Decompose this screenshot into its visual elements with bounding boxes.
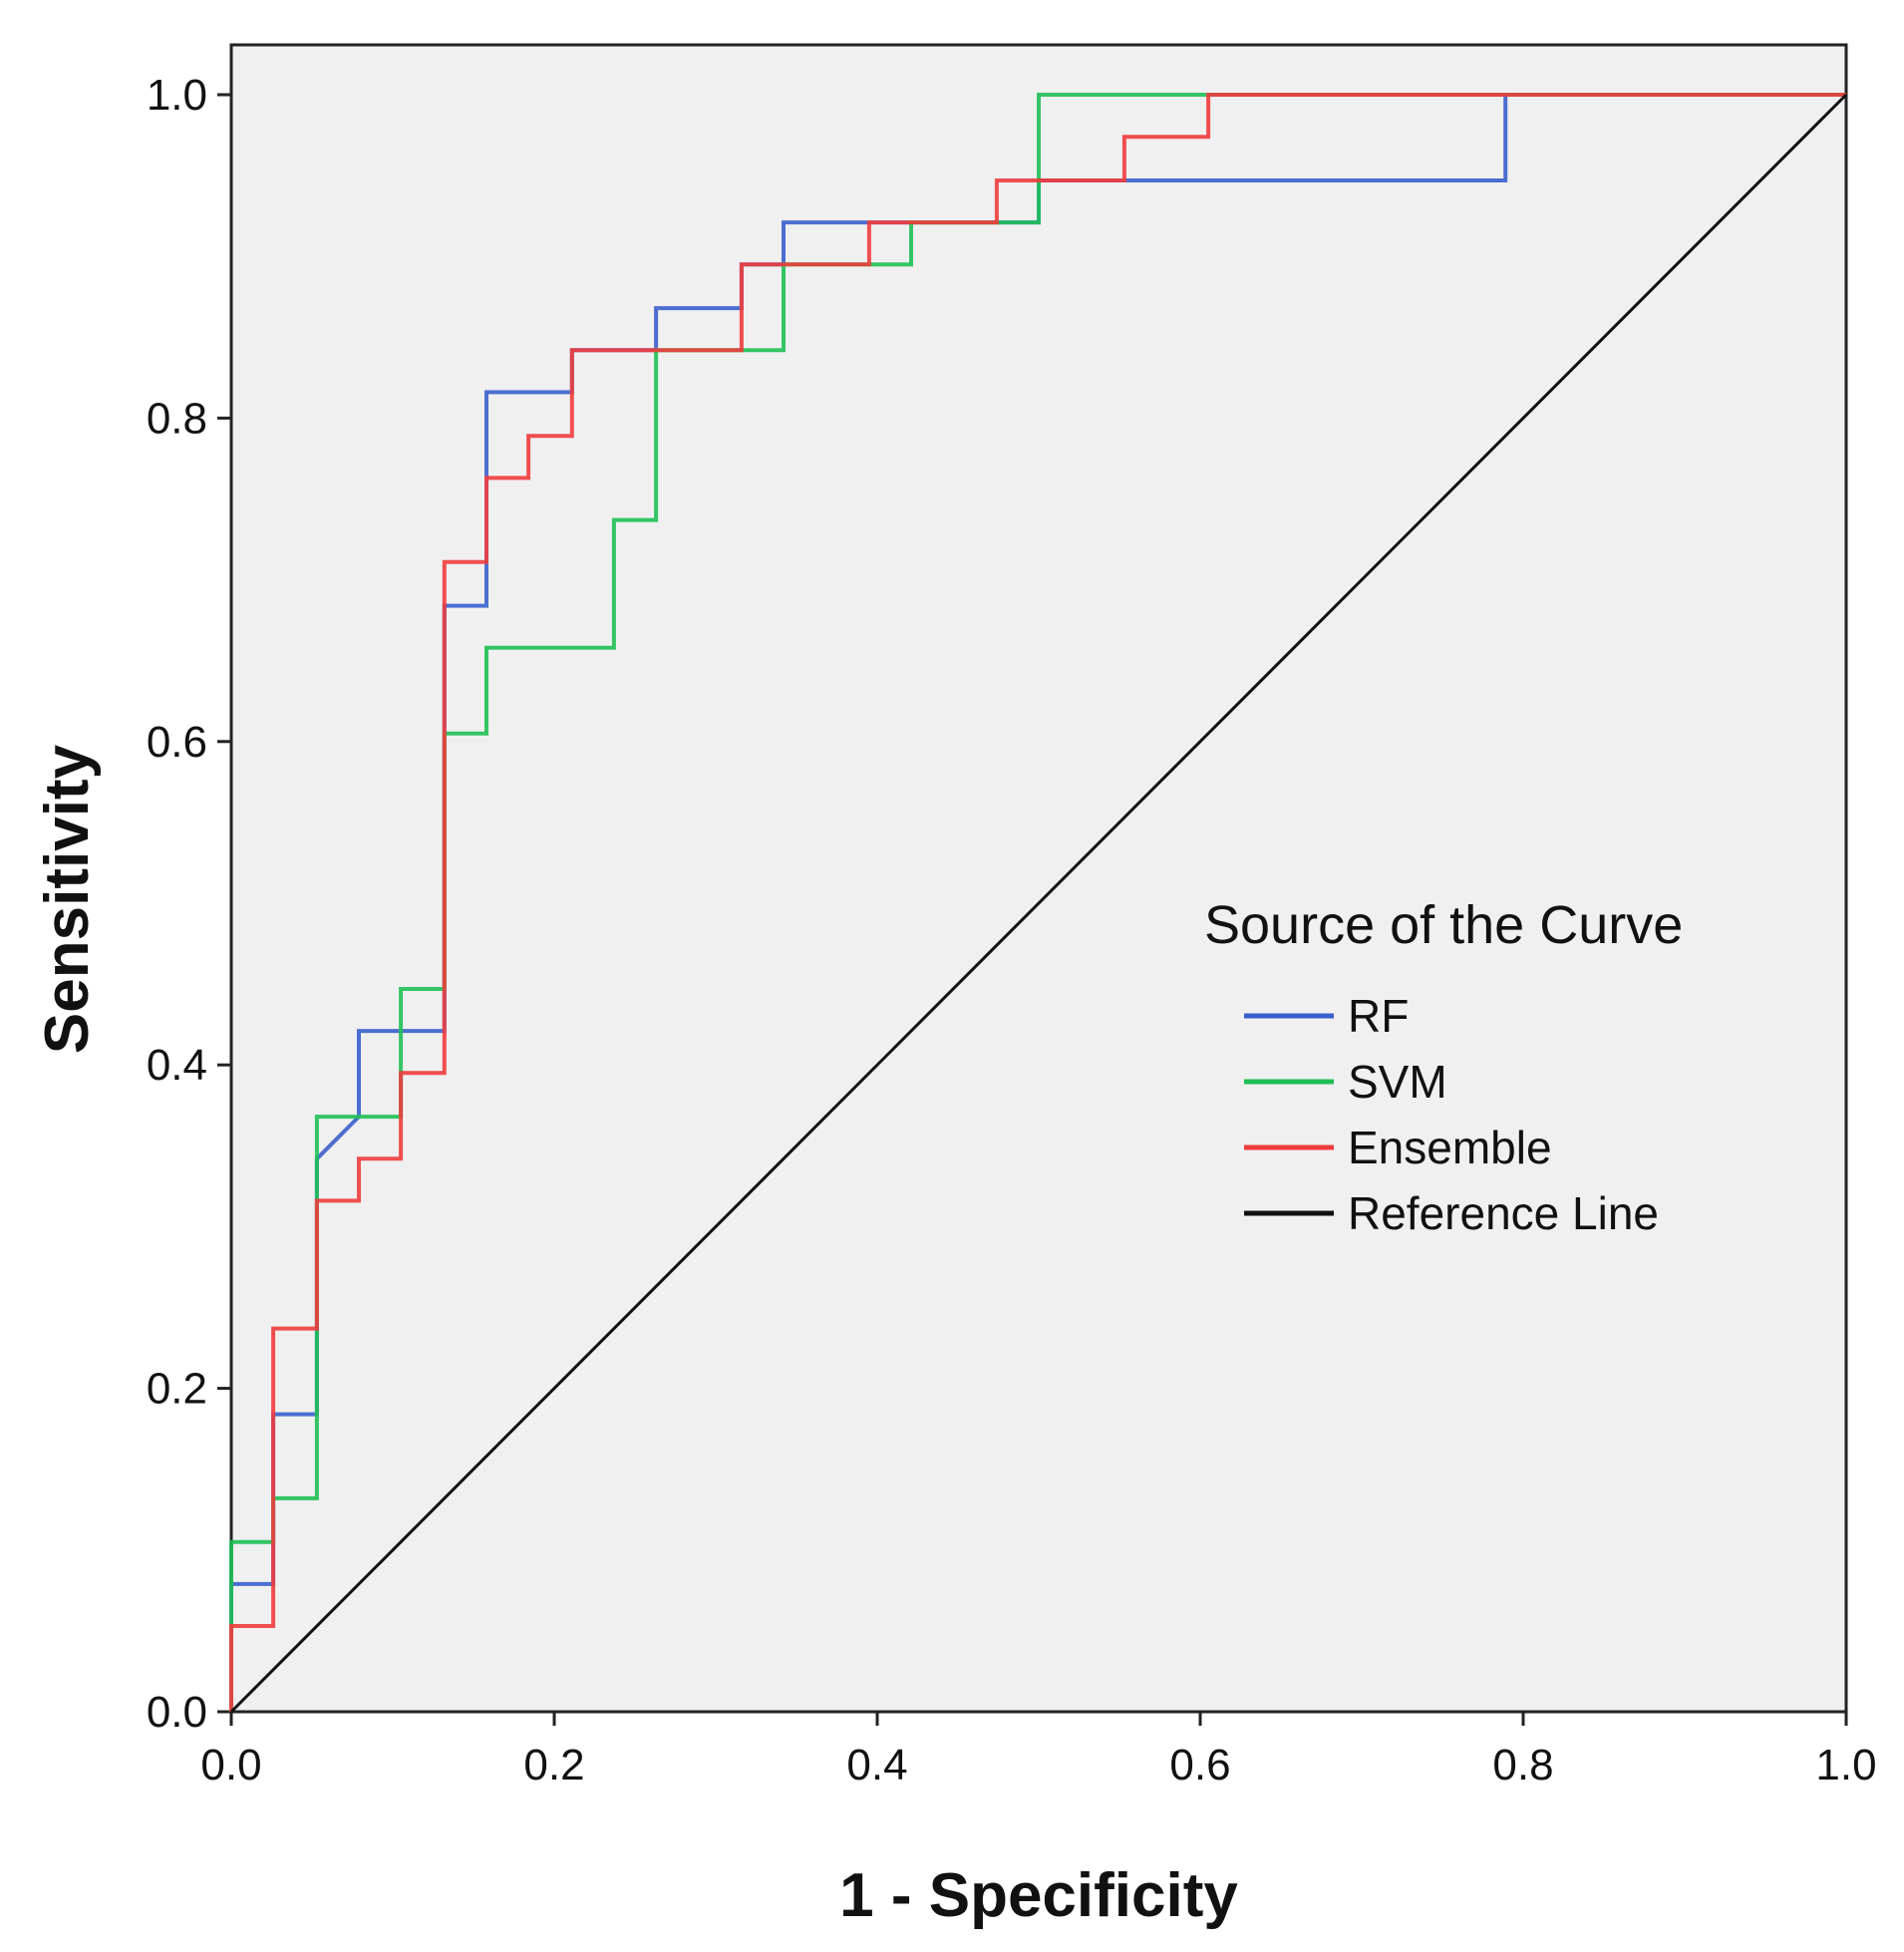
series-line-reference-line xyxy=(229,93,1848,1714)
series-layer xyxy=(229,93,1848,1714)
legend-label-rf: RF xyxy=(1348,990,1409,1042)
series-line-ensemble xyxy=(229,93,1846,1712)
legend-title: Source of the Curve xyxy=(1204,895,1683,955)
x-axis-title: 1 - Specificity xyxy=(839,1861,1238,1930)
legend-label-reference-line: Reference Line xyxy=(1348,1187,1659,1239)
y-tick-label: 0.0 xyxy=(147,1688,207,1737)
x-tick-label: 0.4 xyxy=(846,1741,907,1789)
legend-label-svm: SVM xyxy=(1348,1056,1447,1108)
x-tick-label: 1.0 xyxy=(1815,1741,1876,1789)
y-tick-label: 0.4 xyxy=(147,1041,207,1090)
y-tick-label: 0.8 xyxy=(147,394,207,443)
y-axis-title: Sensitivity xyxy=(33,744,102,1054)
x-tick-label: 0.6 xyxy=(1169,1741,1230,1789)
legend: Source of the Curve RF SVM Ensemble Referen… xyxy=(1204,895,1683,1239)
x-tick-label: 0.2 xyxy=(523,1741,584,1789)
axis-ticks: 0.0 0.2 0.4 0.6 0.8 1.0 0.0 0.2 0.4 0.6 0.8 1.0 xyxy=(147,71,1877,1789)
x-tick-label: 0.8 xyxy=(1492,1741,1553,1789)
y-tick-label: 1.0 xyxy=(147,71,207,120)
y-tick-label: 0.6 xyxy=(147,718,207,767)
plot-area xyxy=(229,43,1848,1714)
x-tick-label: 0.0 xyxy=(200,1741,261,1789)
legend-label-ensemble: Ensemble xyxy=(1348,1122,1552,1173)
y-tick-label: 0.2 xyxy=(147,1365,207,1414)
